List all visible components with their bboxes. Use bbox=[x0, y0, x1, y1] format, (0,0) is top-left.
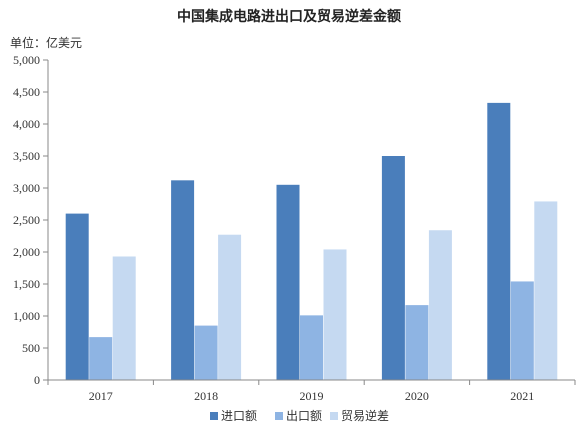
y-tick-label: 0 bbox=[34, 373, 40, 387]
y-tick-label: 2,500 bbox=[13, 213, 40, 227]
y-tick-label: 3,500 bbox=[13, 149, 40, 163]
legend: 进口额 出口额 贸易逆差 bbox=[210, 408, 389, 423]
x-tick-label: 2021 bbox=[510, 389, 534, 403]
axes bbox=[47, 60, 575, 381]
y-axis-ticks: 0 500 1,000 1,500 2,000 2,500 3,000 3,500 4,000 4… bbox=[13, 53, 48, 387]
legend-label: 出口额 bbox=[286, 409, 322, 423]
bar-import-2020 bbox=[381, 156, 405, 380]
x-tick-label: 2020 bbox=[405, 389, 429, 403]
legend-swatch bbox=[275, 412, 283, 420]
chart-title: 中国集成电路进出口及贸易逆差金额 bbox=[177, 8, 401, 25]
bar-export-2020 bbox=[405, 305, 429, 380]
x-tick-label: 2018 bbox=[194, 389, 218, 403]
bar-deficit-2020 bbox=[428, 230, 452, 380]
bar-export-2017 bbox=[89, 337, 113, 380]
x-tick-label: 2017 bbox=[89, 389, 113, 403]
y-tick-label: 2,000 bbox=[13, 245, 40, 259]
bar-deficit-2019 bbox=[323, 249, 347, 380]
y-tick-label: 500 bbox=[22, 341, 40, 355]
y-tick-label: 5,000 bbox=[13, 53, 40, 67]
bar-export-2018 bbox=[194, 325, 218, 380]
bar-deficit-2018 bbox=[218, 234, 242, 380]
bar-deficit-2017 bbox=[112, 256, 136, 380]
y-tick-label: 1,500 bbox=[13, 277, 40, 291]
legend-swatch bbox=[210, 412, 218, 420]
y-tick-label: 4,000 bbox=[13, 117, 40, 131]
legend-swatch bbox=[330, 412, 338, 420]
bar-import-2017 bbox=[65, 213, 89, 380]
bar-import-2019 bbox=[276, 184, 300, 380]
bars bbox=[65, 102, 558, 380]
bar-deficit-2021 bbox=[534, 201, 558, 380]
y-tick-label: 3,000 bbox=[13, 181, 40, 195]
legend-label: 进口额 bbox=[221, 409, 257, 423]
y-tick-label: 4,500 bbox=[13, 85, 40, 99]
legend-label: 贸易逆差 bbox=[341, 408, 389, 423]
y-tick-label: 1,000 bbox=[13, 309, 40, 323]
x-axis-ticks: 2017 2018 2019 2020 2021 bbox=[47, 380, 576, 403]
bar-import-2021 bbox=[487, 102, 511, 380]
bar-export-2019 bbox=[300, 315, 323, 380]
bar-export-2021 bbox=[510, 281, 534, 380]
x-tick-label: 2019 bbox=[300, 389, 324, 403]
bar-import-2018 bbox=[171, 180, 195, 380]
unit-label: 单位：亿美元 bbox=[10, 35, 82, 50]
